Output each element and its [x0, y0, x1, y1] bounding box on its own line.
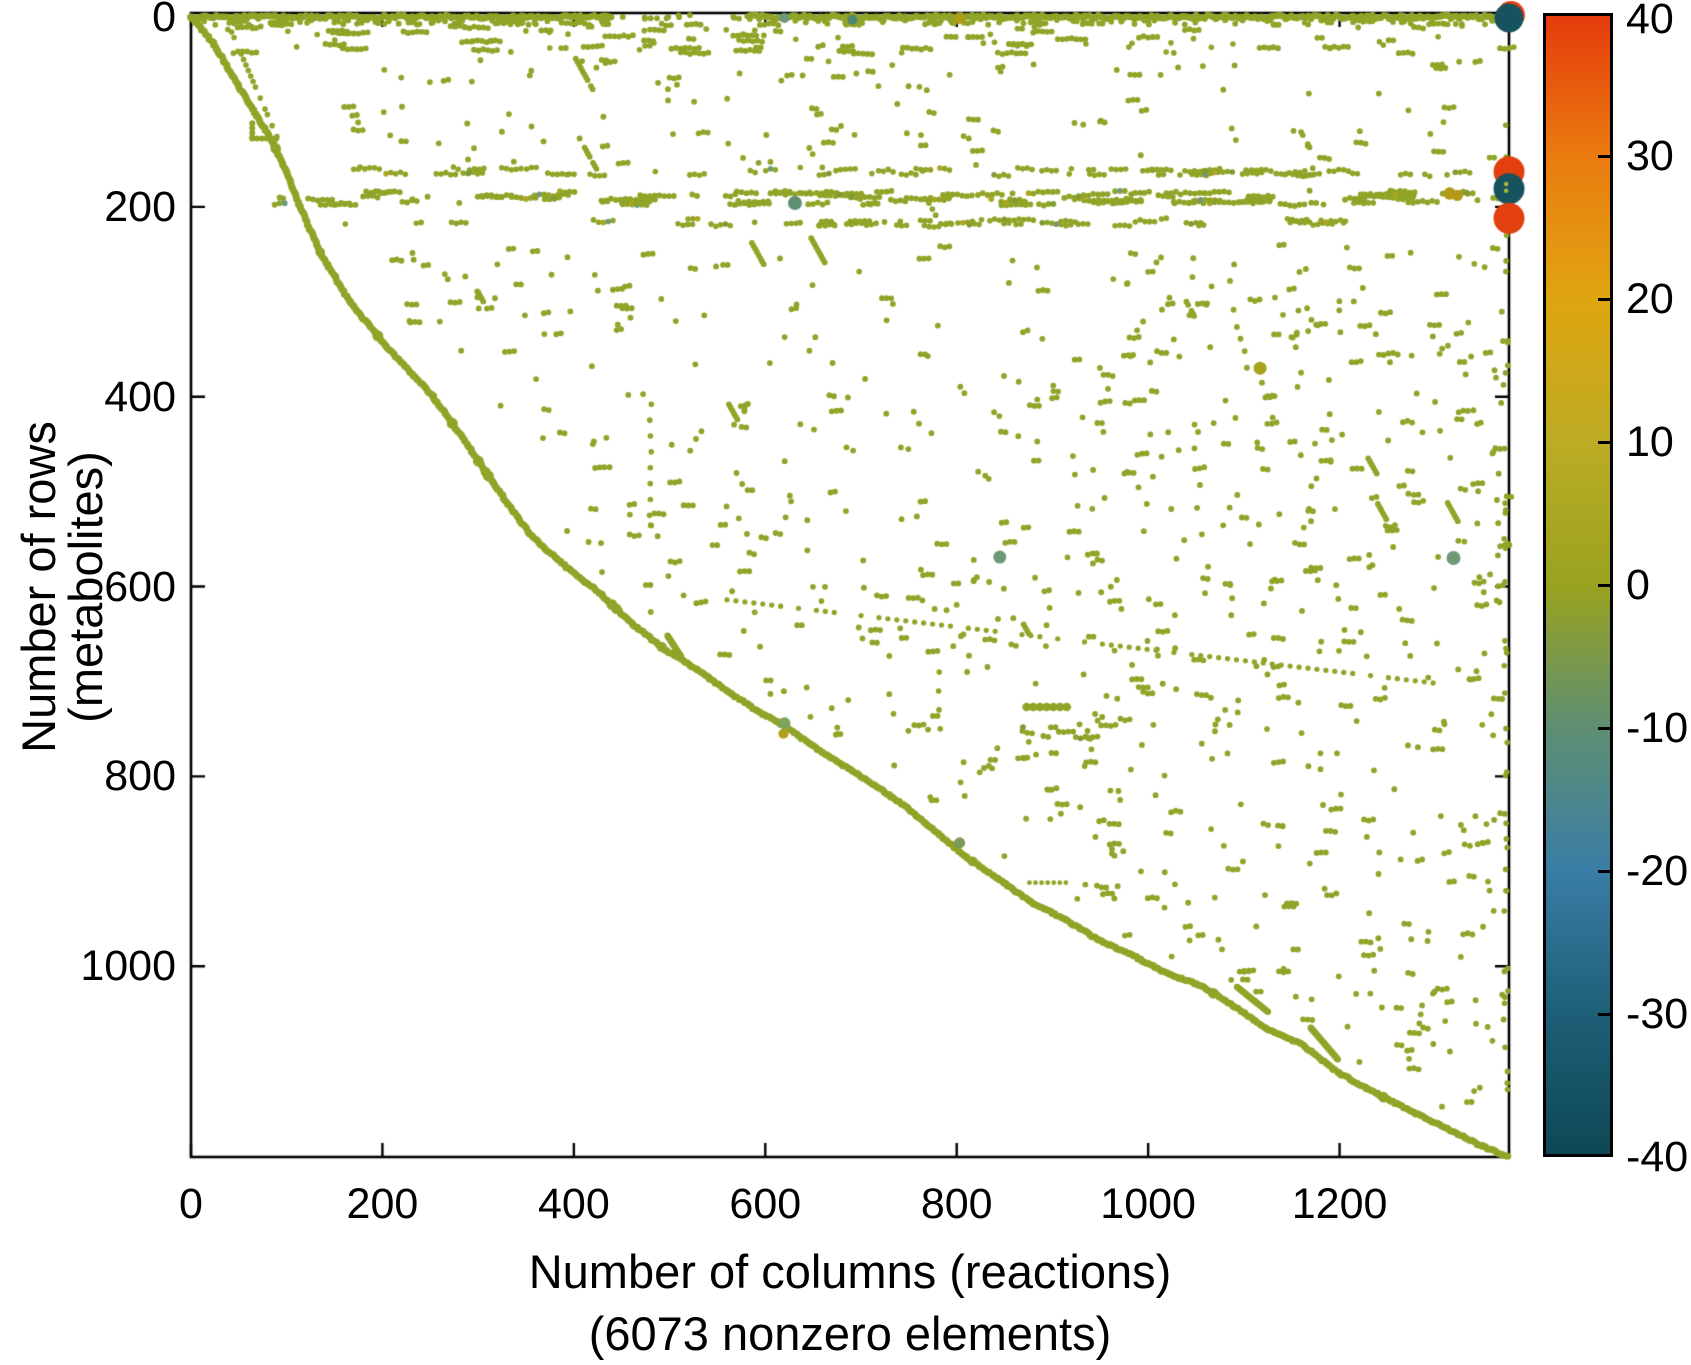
x-axis-label: Number of columns (reactions)	[528, 1245, 1172, 1298]
colorbar-tick-label: 0	[1626, 561, 1650, 609]
x-tick-label: 1200	[1291, 1180, 1388, 1228]
x-tick-label: 0	[179, 1180, 203, 1228]
x-tick-label: 600	[729, 1180, 802, 1228]
colorbar-tick	[1598, 869, 1611, 873]
colorbar-tick	[1598, 154, 1611, 158]
y-tick-label: 400	[104, 372, 176, 421]
x-tick-label: 1000	[1100, 1180, 1196, 1228]
colorbar-tick-label: -20	[1626, 847, 1689, 895]
colorbar-tick	[1598, 726, 1611, 730]
colorbar-tick-label: -10	[1626, 704, 1689, 752]
colorbar-tick-label: -30	[1626, 990, 1689, 1038]
colorbar-tick-label: 40	[1626, 0, 1674, 43]
colorbar-tick	[1598, 583, 1611, 587]
y-tick-label: 1000	[80, 942, 176, 991]
colorbar-tick-label: 10	[1626, 418, 1674, 466]
y-tick-label: 800	[104, 752, 176, 801]
y-tick-label: 200	[104, 182, 176, 231]
y-tick-label: 0	[152, 0, 176, 41]
colorbar-tick-label: -40	[1626, 1133, 1689, 1181]
colorbar-tick	[1598, 1012, 1611, 1016]
colorbar-tick-label: 30	[1626, 132, 1674, 180]
x-tick-label: 200	[346, 1180, 419, 1228]
colorbar-tick	[1598, 297, 1611, 301]
x-tick-label: 800	[920, 1180, 993, 1228]
x-axis-sublabel: (6073 nonzero elements)	[588, 1307, 1112, 1360]
colorbar-tick	[1598, 440, 1611, 444]
x-tick-label: 400	[537, 1180, 610, 1228]
y-tick-label: 600	[104, 562, 176, 611]
colorbar-tick-label: 20	[1626, 275, 1674, 323]
